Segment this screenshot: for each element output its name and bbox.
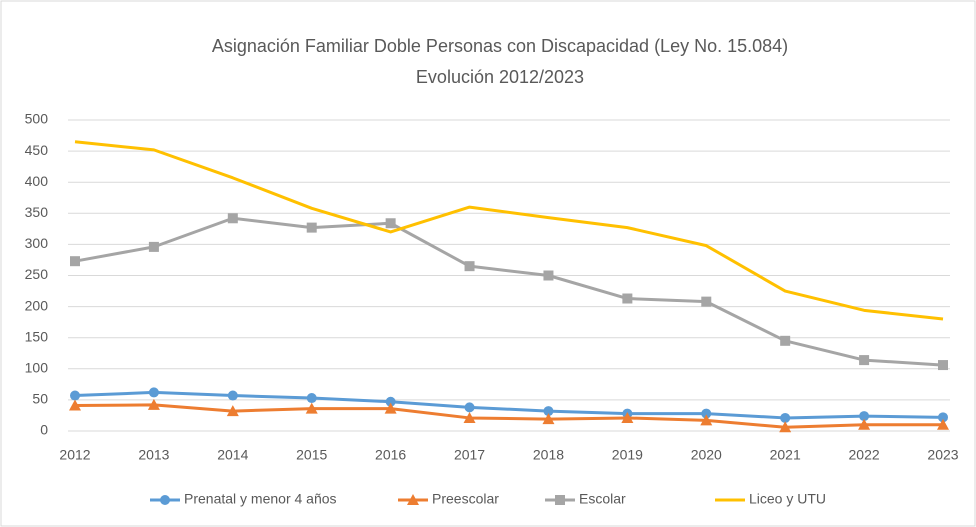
marker [937,418,949,430]
x-tick-label: 2020 [691,447,722,463]
chart-subtitle: Evolución 2012/2023 [416,67,584,87]
series-line [74,390,944,420]
legend-marker [555,495,565,505]
marker [859,355,870,366]
marker [69,399,81,411]
marker [463,411,476,423]
marker [148,241,159,252]
marker [227,390,238,401]
marker [70,256,80,267]
x-tick-label: 2018 [533,447,564,463]
legend-label: Liceo y UTU [749,491,826,507]
marker [148,387,159,398]
y-tick-label: 50 [32,391,48,407]
marker [385,396,396,407]
x-tick-label: 2015 [296,447,327,463]
series-line [74,403,943,429]
legend-label: Preescolar [432,491,499,507]
marker [858,418,871,430]
x-tick-label: 2012 [59,447,90,463]
marker [464,261,475,272]
y-tick-label: 350 [25,204,49,220]
marker [859,411,870,422]
x-tick-label: 2022 [849,447,880,463]
marker [306,222,317,233]
marker [780,412,791,423]
marker [700,414,713,426]
legend-label: Escolar [579,491,626,507]
marker [464,402,475,413]
x-tick-label: 2016 [375,447,406,463]
y-tick-label: 450 [25,142,49,158]
marker [621,411,634,423]
legend-label: Prenatal y menor 4 años [184,491,337,507]
x-tick-label: 2021 [770,447,801,463]
marker [384,402,397,414]
marker [622,293,633,304]
marker [701,408,712,419]
marker [780,335,791,346]
legend-marker [160,495,170,505]
x-tick-label: 2014 [217,447,248,463]
marker [543,270,554,281]
marker [542,413,555,425]
marker [305,402,318,414]
series-line [74,140,944,321]
y-tick-label: 100 [25,360,49,376]
x-tick-label: 2017 [454,447,485,463]
y-tick-label: 150 [25,328,49,344]
marker [779,421,792,433]
marker [147,398,160,410]
marker [938,360,948,371]
marker [226,405,239,417]
marker [70,390,80,401]
y-tick-label: 200 [25,297,49,313]
x-tick-label: 2019 [612,447,643,463]
marker [543,406,554,417]
x-tick-label: 2013 [138,447,169,463]
marker [938,412,948,423]
series-line [74,216,944,367]
y-tick-label: 400 [25,173,49,189]
chart-title: Asignación Familiar Doble Personas con D… [212,36,788,56]
y-tick-label: 0 [40,422,48,438]
marker [306,393,317,404]
marker [385,218,396,229]
y-tick-label: 500 [25,111,49,127]
y-tick-label: 300 [25,235,49,251]
y-tick-label: 250 [25,266,49,282]
x-tick-label: 2023 [927,447,958,463]
marker [227,213,238,224]
legend-marker [407,494,419,505]
marker [701,296,712,307]
